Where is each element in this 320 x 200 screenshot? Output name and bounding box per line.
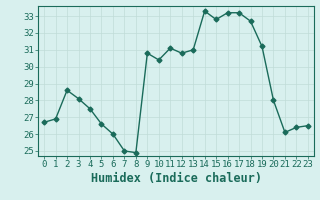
X-axis label: Humidex (Indice chaleur): Humidex (Indice chaleur) <box>91 172 261 185</box>
